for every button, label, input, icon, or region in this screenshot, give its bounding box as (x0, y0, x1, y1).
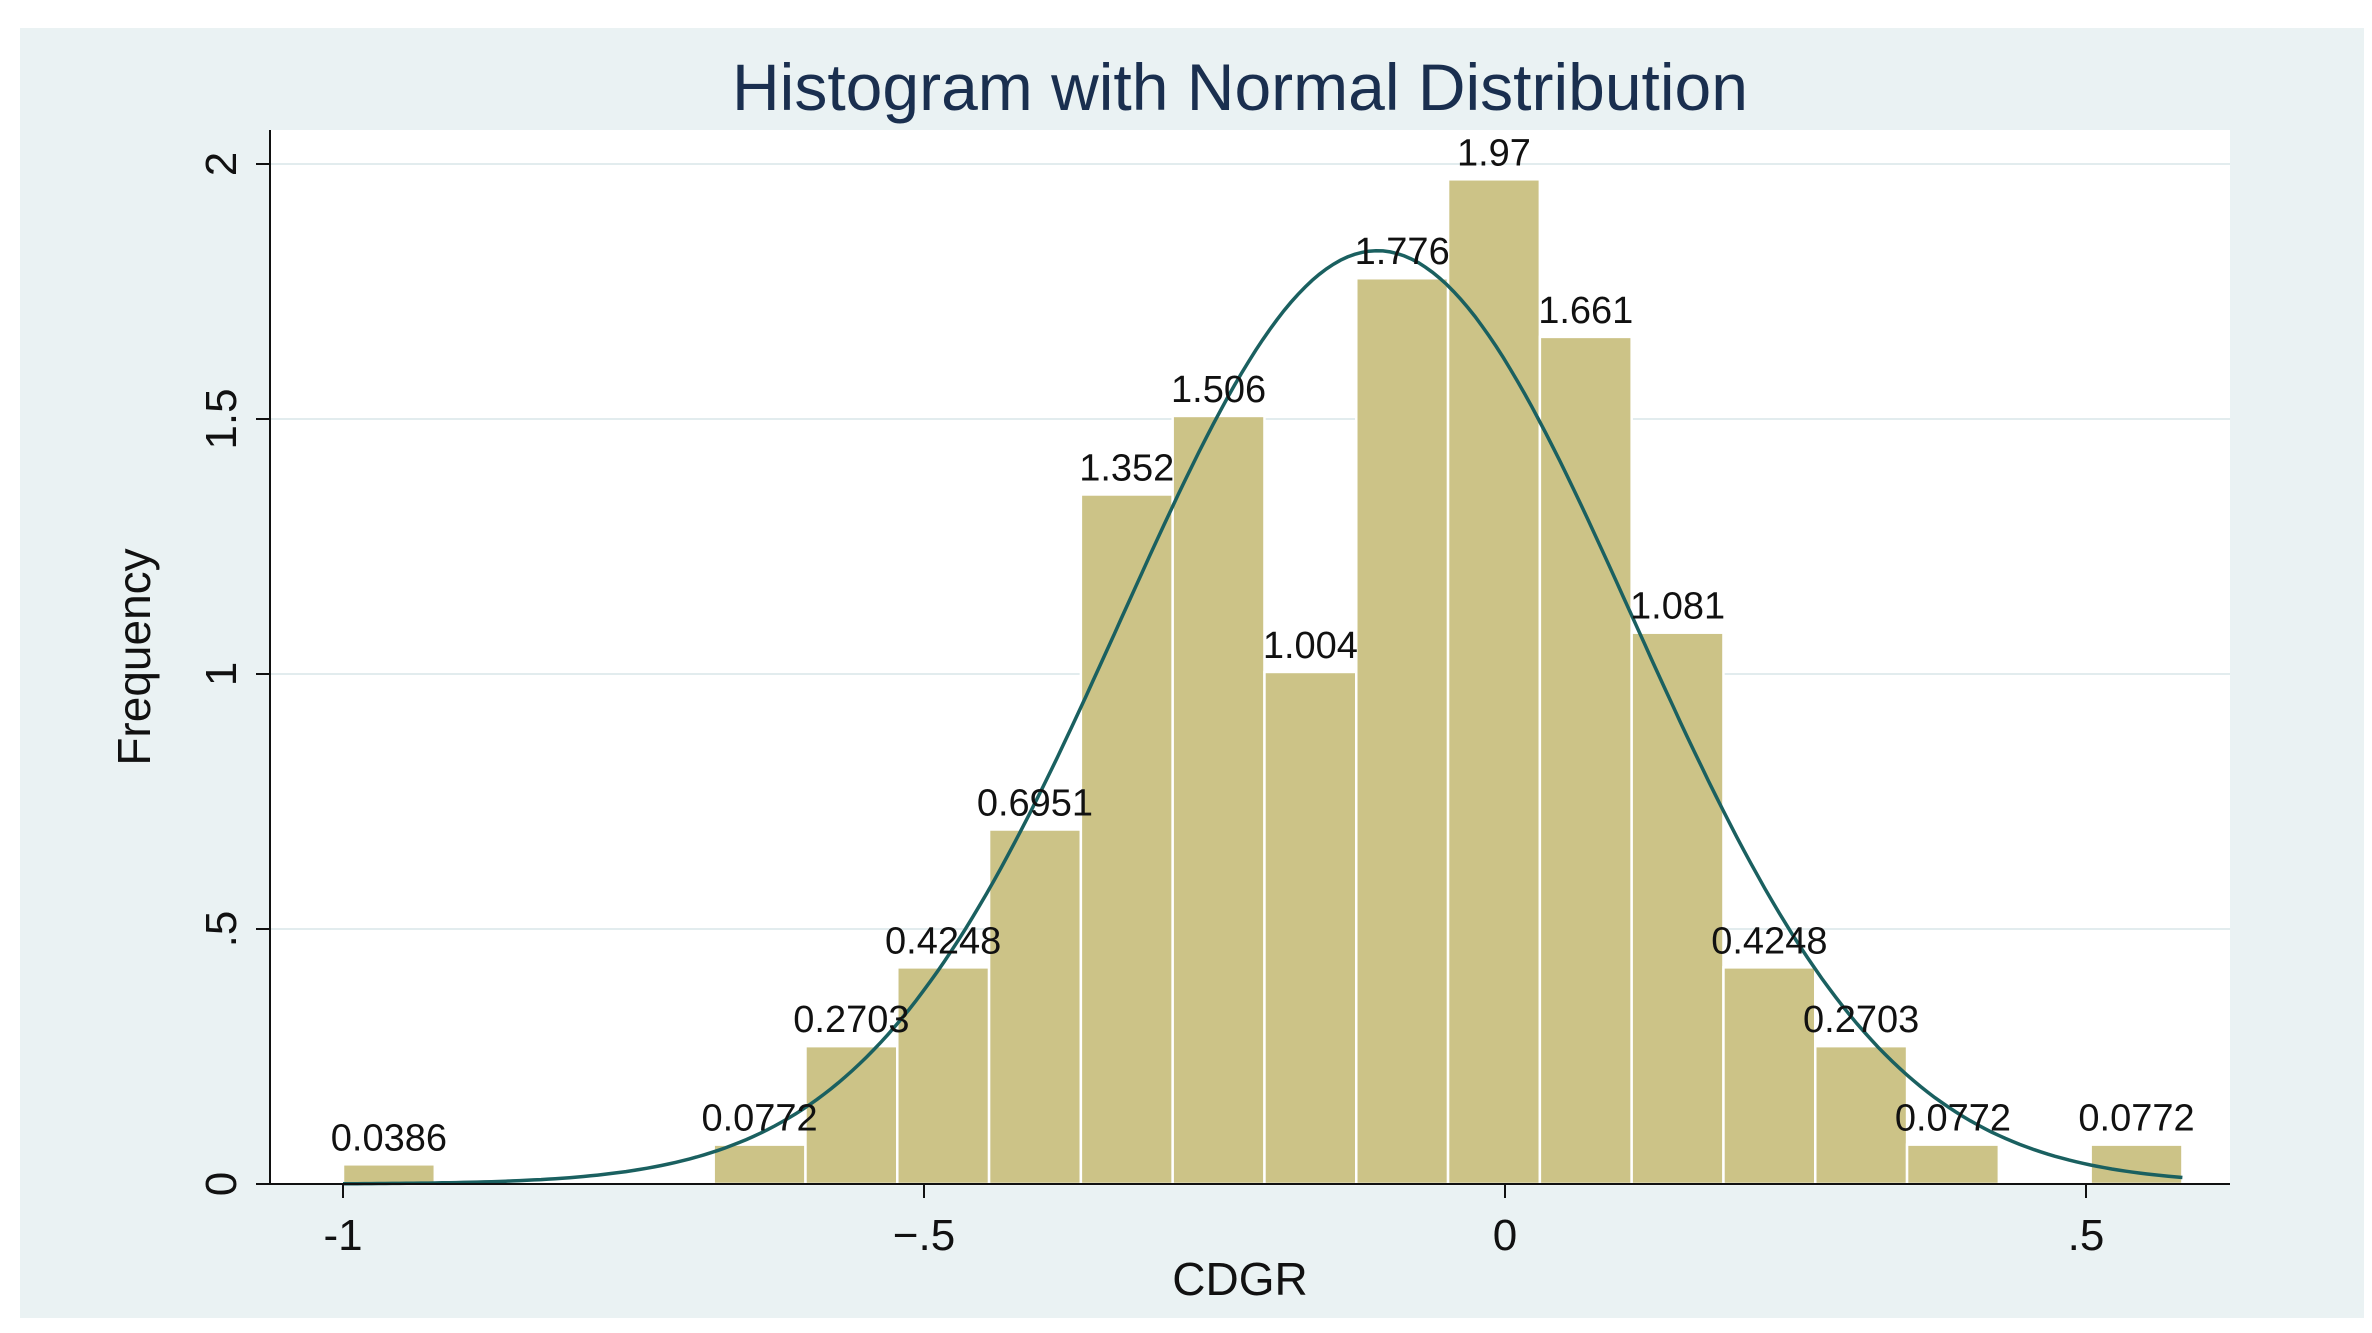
histogram-bar (1538, 335, 1633, 1186)
histogram-bar (1722, 966, 1817, 1186)
histogram-bar (1263, 670, 1358, 1186)
histogram-bar (2089, 1143, 2184, 1186)
bar-value-label: 1.352 (1079, 447, 1174, 489)
x-tick-label: .5 (2068, 1211, 2105, 1260)
histogram-bar (1355, 276, 1450, 1186)
bar-value-label: 1.97 (1457, 132, 1531, 174)
bar-value-label: 0.0386 (331, 1117, 447, 1159)
bar-value-label: 1.004 (1263, 625, 1358, 667)
bar-value-label: 0.0772 (2078, 1098, 2194, 1140)
bar-value-label: 0.0772 (701, 1098, 817, 1140)
histogram-bar (341, 1163, 437, 1186)
histogram-bar (1171, 414, 1266, 1186)
x-axis-ticks: -1 −.5 0 .5 (323, 1184, 2104, 1260)
bar-value-label: 0.0772 (1895, 1098, 2011, 1140)
bar-value-label: 0.4248 (885, 920, 1001, 962)
y-axis-label: Frequency (108, 548, 160, 765)
histogram-bar (1905, 1143, 2001, 1186)
y-tick-label: .5 (197, 911, 246, 948)
bar-value-labels: 0.0386 0.0772 0.2703 0.4248 0.6951 1.352 1.506… (331, 132, 2195, 1159)
histogram-bar (1446, 178, 1542, 1186)
histogram-bar (1630, 631, 1725, 1186)
histogram-bars (341, 178, 2184, 1186)
y-axis-ticks: 0 .5 1 1.5 2 (197, 152, 270, 1196)
x-tick-label: −.5 (893, 1211, 955, 1260)
y-tick-label: 0 (197, 1172, 246, 1196)
bar-value-label: 0.6951 (977, 782, 1093, 824)
bar-value-label: 1.661 (1538, 290, 1633, 332)
bar-value-label: 0.2703 (1803, 999, 1919, 1041)
histogram-bar (1079, 493, 1174, 1186)
histogram-bar (712, 1143, 807, 1186)
x-tick-label: -1 (323, 1211, 362, 1260)
histogram-bar (1814, 1044, 1909, 1186)
histogram-bar (804, 1044, 899, 1186)
bar-value-label: 0.2703 (793, 999, 909, 1041)
bar-value-label: 1.081 (1630, 586, 1725, 628)
normal-density-curve (343, 248, 2183, 1186)
y-tick-label: 1 (197, 662, 246, 686)
x-tick-label: 0 (1493, 1211, 1517, 1260)
bar-value-label: 1.776 (1355, 231, 1450, 273)
histogram-bar (987, 828, 1083, 1186)
histogram-bar (896, 966, 991, 1186)
x-axis-label: CDGR (1172, 1253, 1307, 1305)
bar-value-label: 0.4248 (1711, 920, 1827, 962)
y-tick-label: 2 (197, 152, 246, 176)
chart-title: Histogram with Normal Distribution (732, 50, 1748, 124)
bar-value-label: 1.506 (1171, 369, 1266, 411)
y-tick-label: 1.5 (197, 388, 246, 449)
